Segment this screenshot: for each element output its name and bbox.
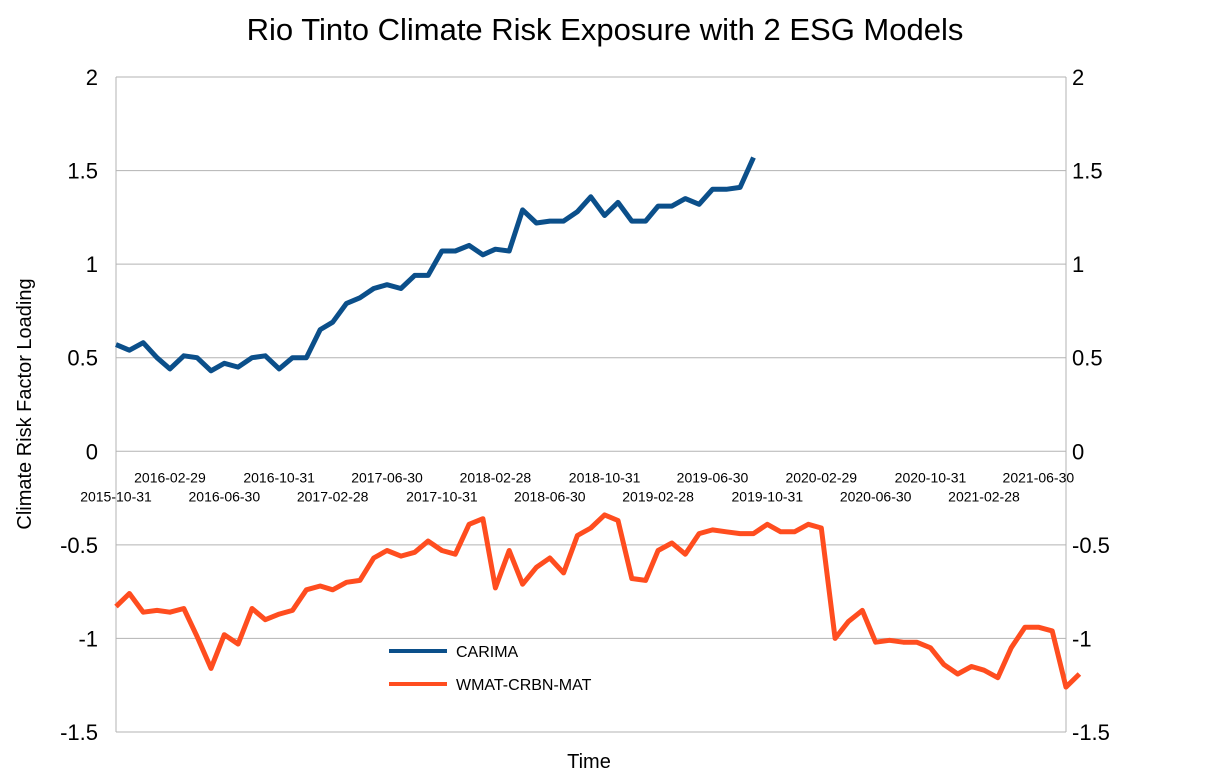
left-y-tick-label: -1 — [78, 626, 98, 651]
x-axis-tick-labels: 2015-10-31 2016-02-29 2016-06-30 2016-10-31… — [80, 469, 1074, 504]
left-y-tick-label: 1.5 — [67, 159, 98, 184]
series-line-carima — [115, 156, 756, 374]
x-tick-label: 2016-10-31 — [243, 469, 315, 485]
x-tick-label: 2019-02-28 — [622, 488, 694, 504]
x-tick-label: 2017-02-28 — [297, 488, 369, 504]
x-tick-label: 2020-06-30 — [840, 488, 912, 504]
left-y-tick-label: -0.5 — [60, 533, 98, 558]
x-tick-label: 2017-06-30 — [351, 469, 423, 485]
left-y-tick-label: 2 — [86, 65, 98, 90]
x-tick-label: 2015-10-31 — [80, 488, 152, 504]
x-tick-label: 2021-06-30 — [1003, 469, 1075, 485]
x-tick-label: 2016-02-29 — [134, 469, 206, 485]
x-tick-label: 2018-02-28 — [460, 469, 532, 485]
left-y-tick-label: 0 — [86, 439, 98, 464]
right-y-axis-ticks: 2 1.5 1 0.5 0 -0.5 -1 -1.5 — [1072, 65, 1110, 745]
gridlines — [115, 76, 1067, 733]
left-y-tick-label: 1 — [86, 252, 98, 277]
chart-title: Rio Tinto Climate Risk Exposure with 2 E… — [247, 12, 964, 47]
x-tick-label: 2020-10-31 — [895, 469, 967, 485]
x-tick-label: 2019-06-30 — [677, 469, 749, 485]
series-line-wmat-crbn-mat — [114, 512, 1082, 690]
right-y-tick-label: 2 — [1072, 65, 1084, 90]
x-tick-label: 2017-10-31 — [406, 488, 478, 504]
series-lines — [114, 156, 1082, 690]
y-axis-label: Climate Risk Factor Loading — [14, 278, 36, 529]
right-y-tick-label: 0 — [1072, 439, 1084, 464]
x-axis-label: Time — [567, 751, 611, 773]
right-y-tick-label: -1.5 — [1072, 720, 1110, 745]
right-y-tick-label: 1.5 — [1072, 159, 1103, 184]
left-y-axis-ticks: 2 1.5 1 0.5 0 -0.5 -1 -1.5 — [60, 65, 98, 745]
left-y-tick-label: -1.5 — [60, 720, 98, 745]
x-tick-label: 2016-06-30 — [189, 488, 261, 504]
legend: CARIMA WMAT-CRBN-MAT — [389, 644, 592, 694]
right-y-tick-label: -1 — [1072, 626, 1092, 651]
x-tick-label: 2018-10-31 — [569, 469, 641, 485]
x-tick-label: 2019-10-31 — [732, 488, 804, 504]
x-tick-label: 2020-02-29 — [785, 469, 857, 485]
legend-label: CARIMA — [456, 644, 519, 661]
right-y-tick-label: 0.5 — [1072, 346, 1103, 371]
left-y-tick-label: 0.5 — [67, 346, 98, 371]
legend-label: WMAT-CRBN-MAT — [456, 677, 592, 694]
x-tick-label: 2018-06-30 — [514, 488, 586, 504]
x-tick-label: 2021-02-28 — [948, 488, 1020, 504]
right-y-tick-label: -0.5 — [1072, 533, 1110, 558]
right-y-tick-label: 1 — [1072, 252, 1084, 277]
